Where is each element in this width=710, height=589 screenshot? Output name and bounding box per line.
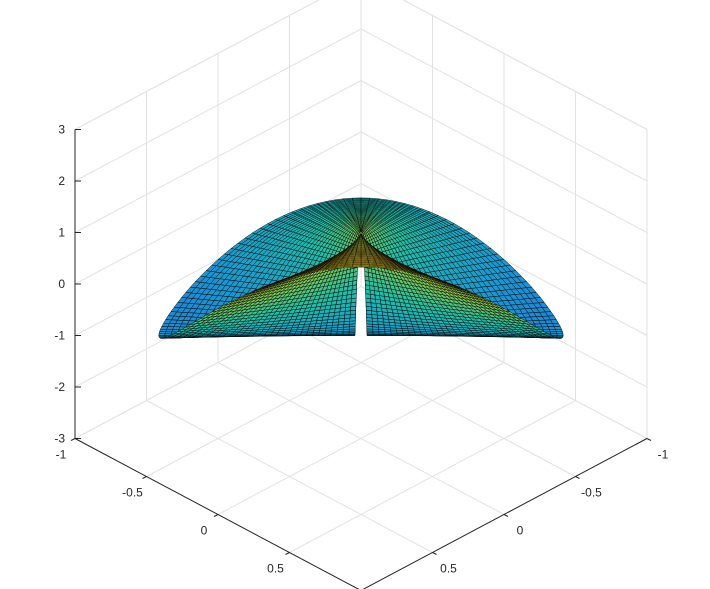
z-tick-label: 2 bbox=[58, 174, 65, 188]
surface-patch bbox=[556, 331, 564, 335]
back-wall-grid-line-z bbox=[74, 80, 362, 233]
floor-grid-line-y bbox=[217, 362, 505, 515]
z-tick-label: 3 bbox=[58, 123, 65, 137]
box-edge bbox=[402, 0, 648, 130]
surface-patch bbox=[550, 333, 558, 336]
x-tick-label: -0.5 bbox=[122, 486, 143, 500]
surface-patch bbox=[343, 266, 353, 269]
back-wall-grid-line-z bbox=[74, 131, 362, 285]
surface-patch bbox=[158, 331, 166, 335]
back-wall-grid-line-z bbox=[74, 28, 362, 182]
x-tick-label: 0 bbox=[201, 524, 208, 538]
x-tick-label: 0.5 bbox=[267, 562, 284, 576]
box-edge bbox=[74, 0, 320, 130]
surface-patch bbox=[164, 333, 172, 336]
surface-patch bbox=[351, 265, 362, 268]
x-tick-label: -1 bbox=[56, 448, 67, 462]
surface-patch bbox=[164, 331, 173, 335]
surface-mesh bbox=[158, 197, 564, 339]
surface-patch bbox=[369, 266, 379, 269]
z-tick-label: 0 bbox=[58, 277, 65, 291]
back-wall-grid-line-z bbox=[360, 28, 648, 182]
surface-patch bbox=[549, 329, 557, 333]
y-tick-label: -0.5 bbox=[581, 486, 602, 500]
z-tick-label: -3 bbox=[54, 432, 65, 446]
y-tick-label: 0.5 bbox=[440, 562, 457, 576]
z-tick-label: 1 bbox=[58, 226, 65, 240]
y-tick-label: 0 bbox=[517, 524, 524, 538]
floor-grid-line-y bbox=[289, 324, 576, 477]
surface-patch bbox=[549, 331, 558, 335]
back-wall-grid-line-z bbox=[360, 131, 648, 285]
surface-patch bbox=[360, 265, 371, 268]
back-wall-grid-line-z bbox=[360, 80, 648, 233]
surface-patch bbox=[158, 333, 166, 336]
surface-patch bbox=[165, 329, 173, 333]
z-tick-label: -1 bbox=[54, 329, 65, 343]
z-tick-label: -2 bbox=[54, 380, 65, 394]
y-tick-label: -1 bbox=[658, 448, 669, 462]
floor-grid-line-y bbox=[146, 400, 433, 553]
surface-patch bbox=[556, 333, 564, 336]
